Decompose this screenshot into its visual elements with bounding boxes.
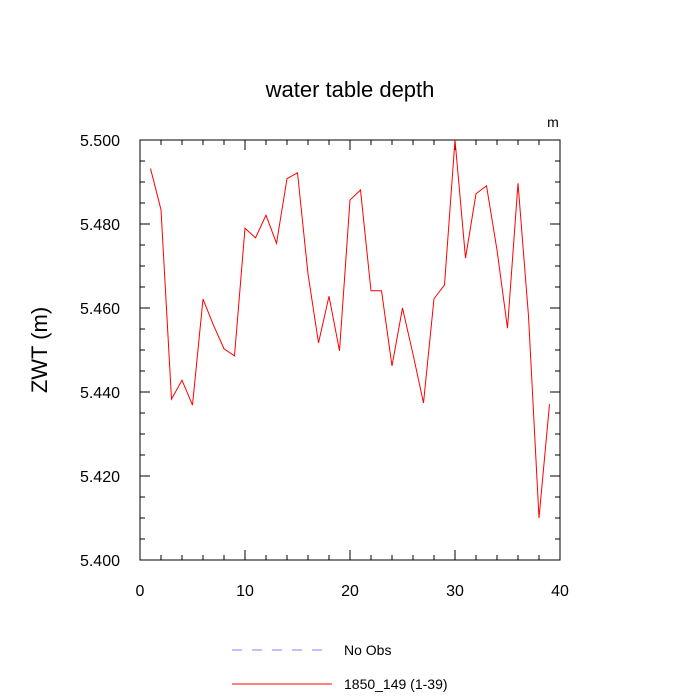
y-tick-label: 5.500 xyxy=(80,133,120,150)
y-tick-label: 5.480 xyxy=(80,217,120,234)
ticks-layer: 0 10 20 30 40 5.400 5.420 5.440 5.460 5.480 5.500 xyxy=(80,133,569,600)
y-tick-label: 5.440 xyxy=(80,385,120,402)
y-tick-label: 5.420 xyxy=(80,469,120,486)
legend-label-1: 1850_149 (1-39) xyxy=(344,676,448,692)
x-tick-label: 20 xyxy=(341,583,359,600)
y-tick-label: 5.400 xyxy=(80,553,120,570)
legend: No Obs 1850_149 (1-39) xyxy=(232,642,448,692)
x-tick-label: 10 xyxy=(236,583,254,600)
units-label: m xyxy=(547,114,559,130)
series-layer xyxy=(150,139,550,519)
chart-title: water table depth xyxy=(265,77,435,102)
legend-label-0: No Obs xyxy=(344,642,391,658)
x-tick-label: 30 xyxy=(446,583,464,600)
x-tick-label: 40 xyxy=(551,583,569,600)
y-tick-label: 5.460 xyxy=(80,301,120,318)
y-axis-title: ZWT (m) xyxy=(27,307,52,393)
x-tick-label: 0 xyxy=(136,583,145,600)
series-line-1 xyxy=(150,139,550,519)
